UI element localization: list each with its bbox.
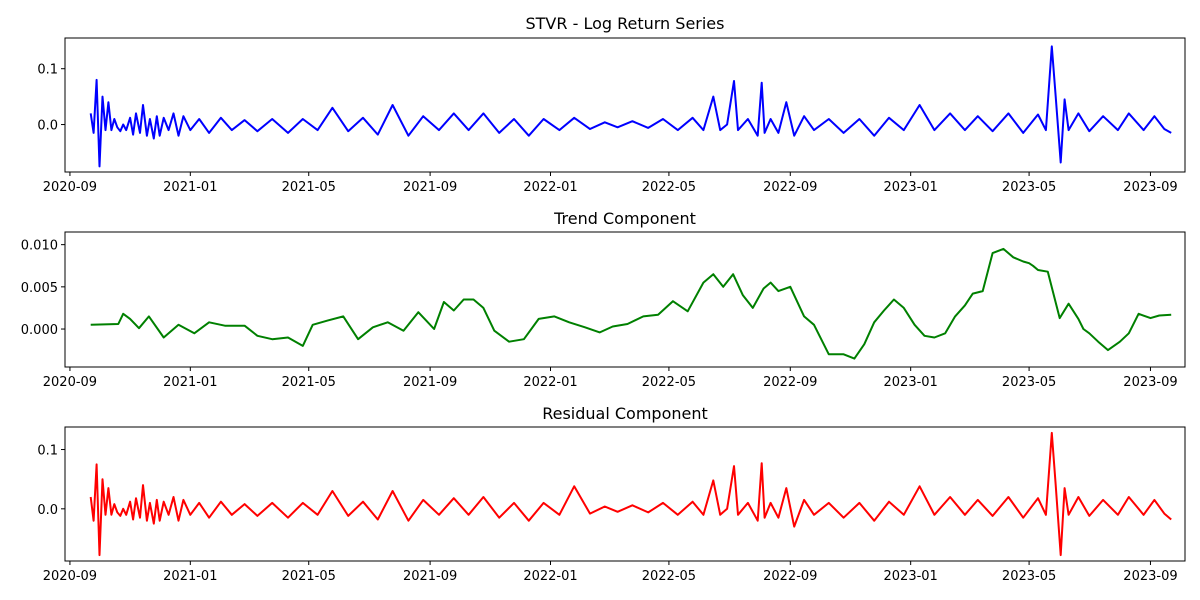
residual-xtick-label: 2022-05 bbox=[642, 569, 696, 584]
residual-xtick-label: 2022-09 bbox=[763, 569, 817, 584]
log-return-xtick-label: 2022-01 bbox=[523, 180, 577, 195]
trend-ytick-label: 0.005 bbox=[21, 281, 58, 296]
trend-axes-frame bbox=[64, 231, 1186, 368]
residual-plot-area bbox=[89, 431, 1172, 557]
trend-xtick-label: 2021-05 bbox=[282, 375, 336, 390]
log-return-ytick-label: 0.0 bbox=[37, 119, 58, 134]
residual-xtick-label: 2021-09 bbox=[403, 569, 457, 584]
residual-axes-frame bbox=[64, 426, 1186, 562]
trend-xtick-label: 2020-09 bbox=[43, 375, 97, 390]
trend-xtick-label: 2023-05 bbox=[1002, 375, 1056, 390]
log-return-xtick-label: 2020-09 bbox=[43, 180, 97, 195]
log-return-axes-frame bbox=[64, 37, 1186, 173]
residual-series-line bbox=[89, 431, 1172, 557]
residual-ytick-label: 0.1 bbox=[37, 444, 58, 459]
trend-xtick-label: 2022-01 bbox=[523, 375, 577, 390]
log-return-xtick-label: 2022-09 bbox=[763, 180, 817, 195]
residual-panel: Residual Component 0.0 0.1 2020-09 2021-01 2… bbox=[37, 404, 1186, 584]
residual-xtick-label: 2023-01 bbox=[884, 569, 938, 584]
trend-plot-area bbox=[90, 247, 1172, 360]
residual-xtick-label: 2022-01 bbox=[523, 569, 577, 584]
trend-xtick-label: 2021-01 bbox=[163, 375, 217, 390]
residual-ytick-label: 0.0 bbox=[37, 503, 58, 518]
trend-xtick-label: 2021-09 bbox=[403, 375, 457, 390]
trend-ytick-label: 0.000 bbox=[21, 323, 58, 338]
log-return-xtick-label: 2022-05 bbox=[642, 180, 696, 195]
trend-ytick-label: 0.010 bbox=[21, 239, 58, 254]
log-return-xtick-label: 2021-01 bbox=[163, 180, 217, 195]
log-return-xtick-label: 2023-05 bbox=[1002, 180, 1056, 195]
log-return-xtick-label: 2021-09 bbox=[403, 180, 457, 195]
log-return-title: STVR - Log Return Series bbox=[526, 14, 725, 33]
residual-xtick-label: 2021-05 bbox=[282, 569, 336, 584]
residual-xtick-label: 2020-09 bbox=[43, 569, 97, 584]
trend-series-line bbox=[90, 247, 1172, 360]
residual-title: Residual Component bbox=[542, 404, 708, 423]
trend-xtick-label: 2022-09 bbox=[763, 375, 817, 390]
log-return-xtick-label: 2023-01 bbox=[884, 180, 938, 195]
log-return-xtick-label: 2021-05 bbox=[282, 180, 336, 195]
trend-panel: Trend Component 0.000 0.005 0.010 2020-09 20… bbox=[21, 209, 1186, 390]
trend-xtick-label: 2022-05 bbox=[642, 375, 696, 390]
log-return-ytick-label: 0.1 bbox=[37, 63, 58, 78]
residual-xtick-label: 2021-01 bbox=[163, 569, 217, 584]
residual-xtick-label: 2023-09 bbox=[1123, 569, 1177, 584]
residual-xtick-label: 2023-05 bbox=[1002, 569, 1056, 584]
trend-title: Trend Component bbox=[553, 209, 696, 228]
trend-xtick-label: 2023-09 bbox=[1123, 375, 1177, 390]
trend-xtick-label: 2023-01 bbox=[884, 375, 938, 390]
log-return-panel: STVR - Log Return Series 0.0 0.1 2020-09 20… bbox=[37, 14, 1186, 195]
log-return-plot-area bbox=[89, 45, 1172, 168]
log-return-series-line bbox=[89, 45, 1172, 168]
log-return-xtick-label: 2023-09 bbox=[1123, 180, 1177, 195]
